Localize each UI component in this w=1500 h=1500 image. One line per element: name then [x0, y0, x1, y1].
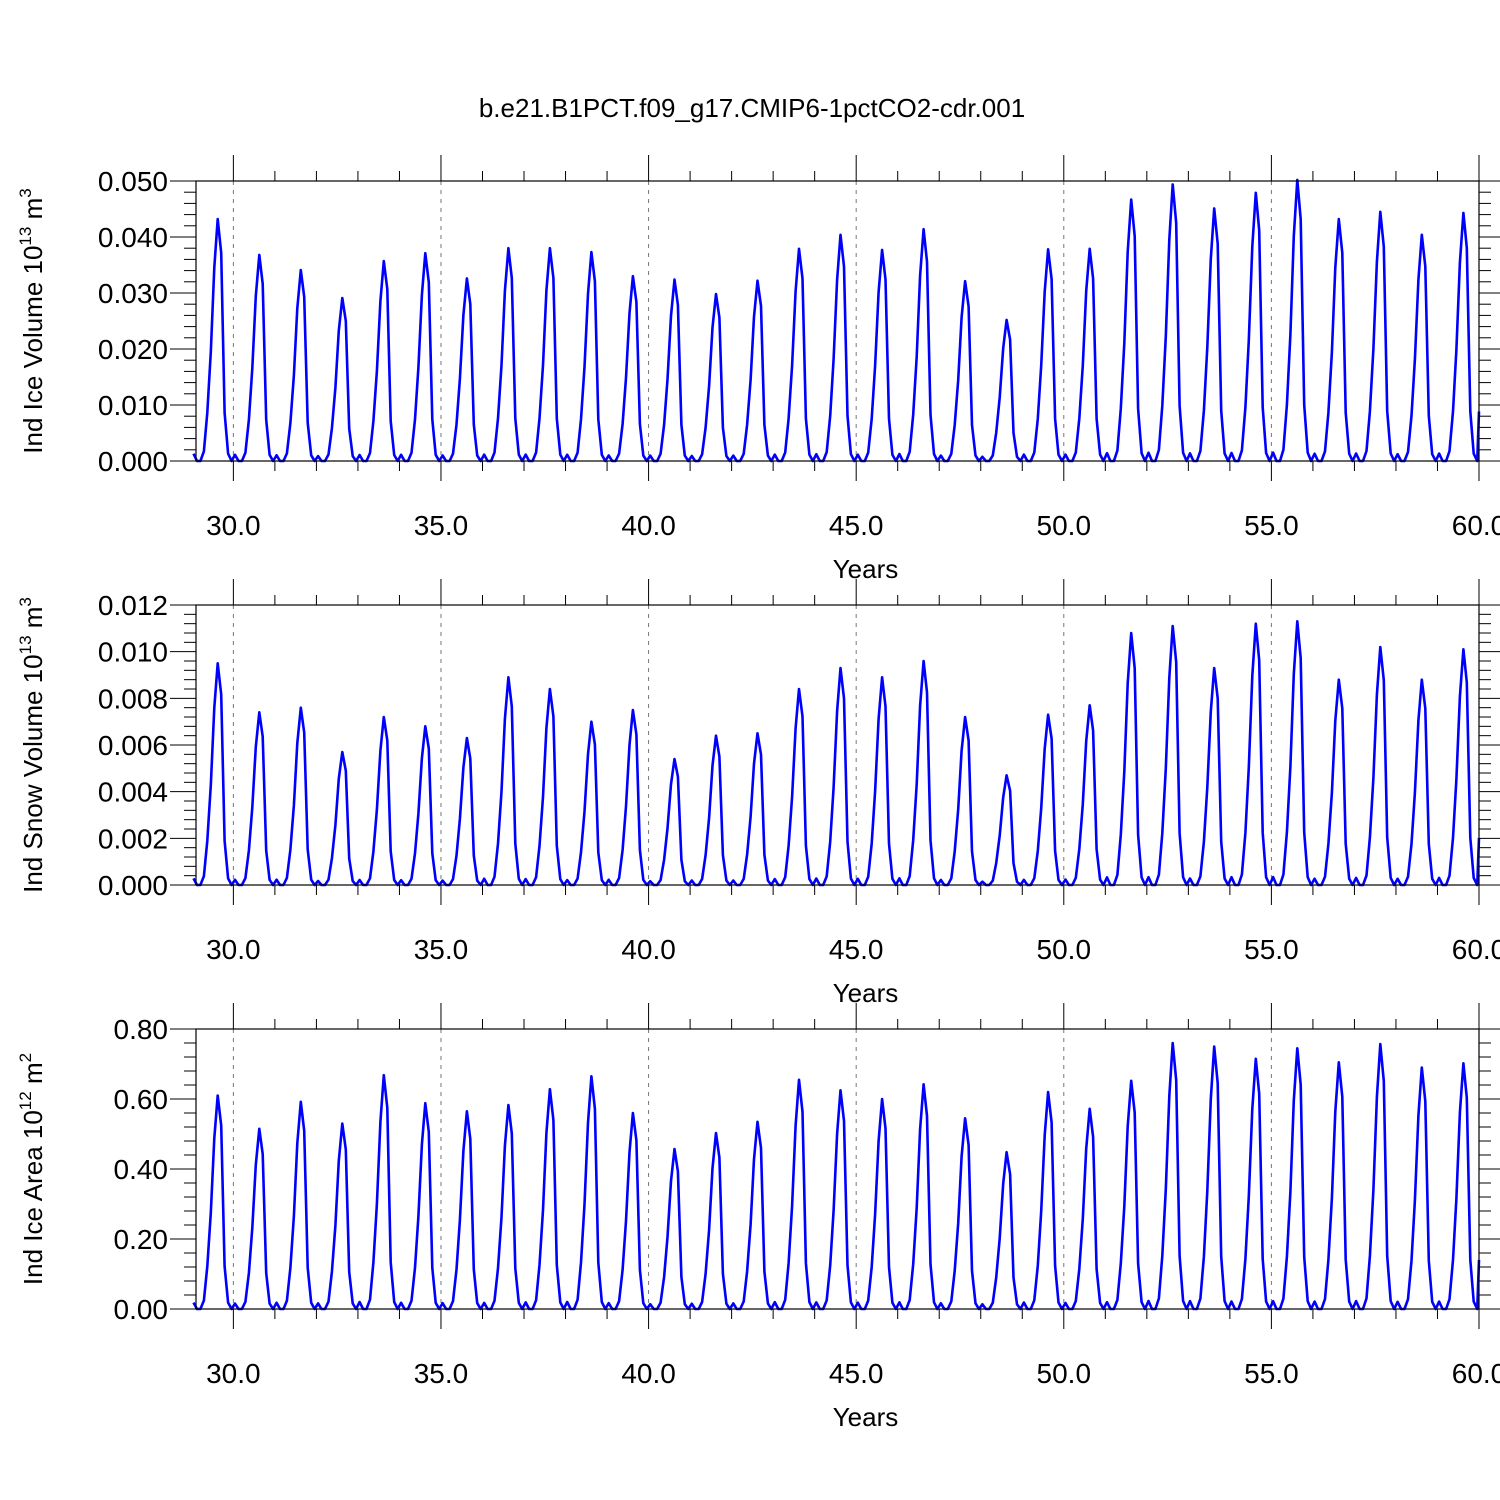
x-tick-label: 60.0: [1452, 1358, 1500, 1389]
y-tick-label: 0.004: [98, 777, 168, 808]
figure-title: b.e21.B1PCT.f09_g17.CMIP6-1pctCO2-cdr.00…: [479, 93, 1025, 123]
y-tick-label: 0.010: [98, 637, 168, 668]
y-axis-title-main: Ind Snow Volume 10: [18, 654, 48, 893]
x-tick-label: 50.0: [1037, 510, 1092, 541]
y-tick-label: 0.008: [98, 683, 168, 714]
y-axis-title-unit-exp: 2: [16, 1053, 35, 1062]
x-tick-label: 60.0: [1452, 510, 1500, 541]
panel-ice-volume: 30.0 35.0 40.0 45.0 50.0 55.0 60.0 0.000 0.010 0.…: [16, 155, 1500, 584]
x-tick-label: 30.0: [206, 934, 261, 965]
y-tick-label: 0.030: [98, 278, 168, 309]
plot-frame: [195, 180, 1480, 462]
x-tick-label: 35.0: [414, 1358, 469, 1389]
y-tick-label: 0.006: [98, 730, 168, 761]
y-axis-title-main: Ind Ice Area 10: [18, 1110, 48, 1285]
y-tick-label: 0.000: [98, 446, 168, 477]
y-tick-label: 0.000: [98, 870, 168, 901]
y-tick-label: 0.20: [114, 1224, 169, 1255]
x-tick-label: 45.0: [829, 934, 884, 965]
y-axis-title: Ind Snow Volume 1013 m3: [16, 597, 48, 893]
y-axis-title-unit-exp: 3: [16, 188, 35, 197]
x-tick-label: 45.0: [829, 510, 884, 541]
y-axis-title-unit-exp: 3: [16, 597, 35, 606]
series-line: [192, 1041, 1481, 1311]
x-axis-title: Years: [833, 978, 899, 1008]
x-tick-label: 30.0: [206, 1358, 261, 1389]
x-tick-label: 40.0: [621, 510, 676, 541]
x-tick-label: 55.0: [1244, 510, 1299, 541]
y-tick-label: 0.60: [114, 1084, 169, 1115]
y-axis-title-unit: m: [18, 198, 48, 227]
x-tick-label: 30.0: [206, 510, 261, 541]
x-tick-label: 45.0: [829, 1358, 884, 1389]
y-tick-label: 0.80: [114, 1014, 169, 1045]
panel-ice-area: 30.0 35.0 40.0 45.0 50.0 55.0 60.0 0.00 0.20 0.40…: [16, 1003, 1500, 1432]
x-tick-label: 40.0: [621, 1358, 676, 1389]
series-line: [192, 178, 1481, 463]
panel-snow-volume: 30.0 35.0 40.0 45.0 50.0 55.0 60.0 0.000 0.002 0.…: [16, 579, 1500, 1008]
y-axis-title-exp: 13: [16, 635, 35, 654]
y-tick-label: 0.050: [98, 166, 168, 197]
x-tick-label: 50.0: [1037, 934, 1092, 965]
y-tick-label: 0.040: [98, 222, 168, 253]
y-tick-label: 0.010: [98, 390, 168, 421]
x-tick-label: 55.0: [1244, 934, 1299, 965]
y-axis-title: Ind Ice Area 1012 m2: [16, 1053, 48, 1285]
x-axis-title: Years: [833, 554, 899, 584]
y-axis-title: Ind Ice Volume 1013 m3: [16, 188, 48, 453]
x-axis-title: Years: [833, 1402, 899, 1432]
y-axis-title-unit: m: [18, 607, 48, 636]
y-axis-title-exp: 12: [16, 1091, 35, 1110]
y-axis-title-unit: m: [18, 1062, 48, 1091]
y-axis-title-exp: 13: [16, 227, 35, 246]
x-tick-label: 55.0: [1244, 1358, 1299, 1389]
x-tick-label: 50.0: [1037, 1358, 1092, 1389]
series-line: [192, 620, 1481, 887]
y-tick-label: 0.40: [114, 1154, 169, 1185]
y-tick-label: 0.012: [98, 590, 168, 621]
y-tick-label: 0.020: [98, 334, 168, 365]
y-tick-label: 0.00: [114, 1294, 169, 1325]
x-tick-label: 60.0: [1452, 934, 1500, 965]
y-axis-title-main: Ind Ice Volume 10: [18, 246, 48, 454]
x-tick-label: 35.0: [414, 934, 469, 965]
x-tick-label: 40.0: [621, 934, 676, 965]
y-tick-label: 0.002: [98, 823, 168, 854]
x-tick-label: 35.0: [414, 510, 469, 541]
